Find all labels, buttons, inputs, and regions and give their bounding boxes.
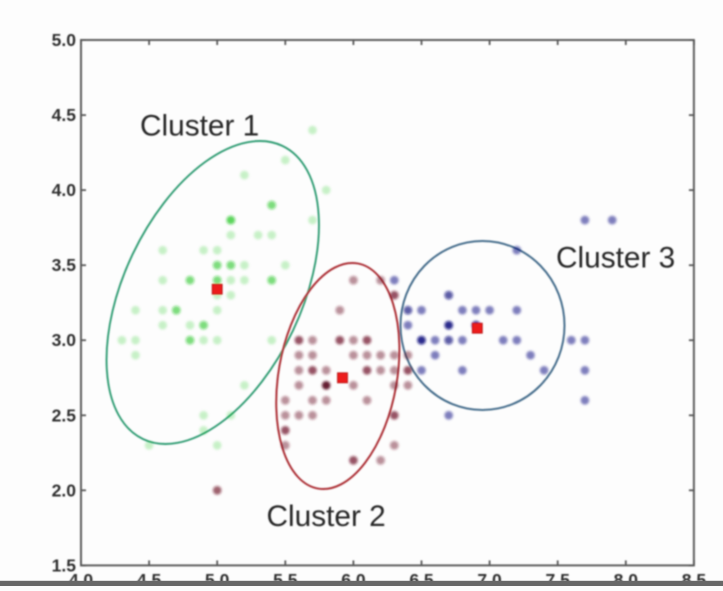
svg-text:Cluster 1: Cluster 1 [140,110,259,143]
svg-text:2.5: 2.5 [52,405,77,425]
svg-text:4.0: 4.0 [52,180,77,200]
svg-text:Cluster 2: Cluster 2 [267,500,386,533]
svg-text:1.5: 1.5 [52,555,77,575]
svg-text:4.5: 4.5 [52,105,77,125]
svg-text:3.0: 3.0 [52,330,77,350]
svg-text:Cluster 3: Cluster 3 [556,242,675,275]
svg-text:5.0: 5.0 [52,30,77,50]
svg-text:2.0: 2.0 [52,480,77,500]
svg-text:3.5: 3.5 [52,255,77,275]
